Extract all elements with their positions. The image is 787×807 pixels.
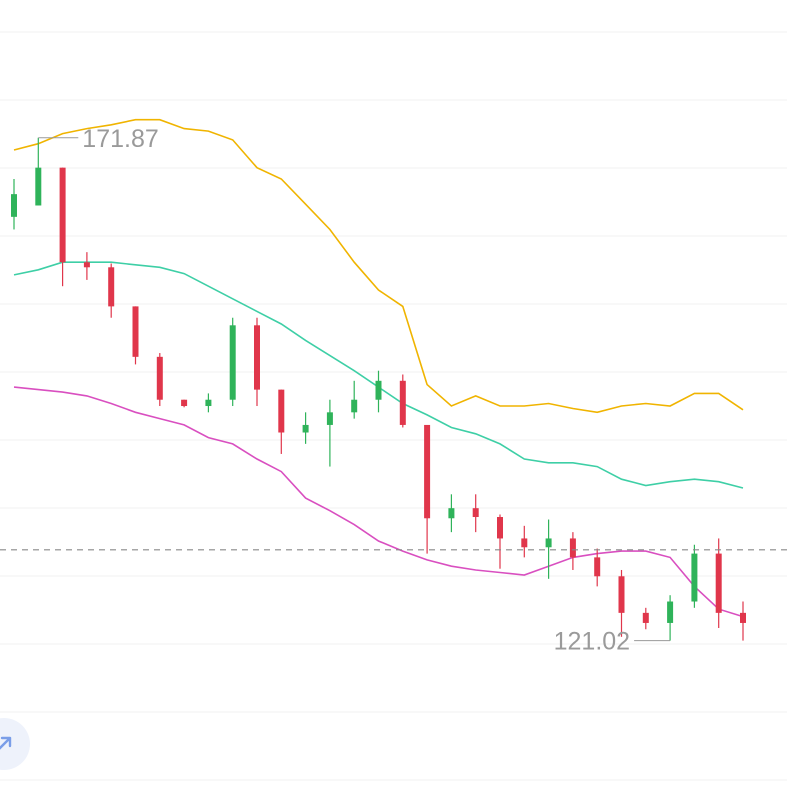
- candle-body: [667, 601, 674, 623]
- candle-body: [156, 356, 163, 400]
- candle-body: [35, 167, 42, 206]
- candle: [642, 607, 649, 630]
- candles: [11, 137, 746, 641]
- candle: [181, 399, 188, 408]
- candle: [715, 538, 722, 628]
- candle: [278, 389, 285, 454]
- candle: [594, 548, 601, 587]
- candle-body: [205, 399, 212, 407]
- candle: [667, 595, 674, 641]
- candle-body: [254, 325, 260, 390]
- arrow-up-right-icon: [0, 736, 12, 750]
- candle-body: [642, 612, 649, 623]
- candle: [424, 424, 431, 554]
- candle-body: [618, 576, 625, 613]
- candle: [448, 494, 455, 533]
- candle: [351, 380, 358, 419]
- candle: [326, 399, 333, 467]
- candle: [472, 494, 479, 533]
- candle-body: [302, 424, 309, 433]
- candle: [375, 370, 382, 413]
- candle-body: [351, 399, 358, 413]
- upper-bollinger-band: [13, 118, 744, 414]
- candle: [205, 393, 212, 413]
- low-price-label: 121.02: [554, 628, 630, 656]
- candle-body: [399, 380, 406, 425]
- candle-body: [472, 508, 479, 518]
- candle-body: [375, 380, 382, 400]
- candle-body: [691, 553, 698, 602]
- candle: [11, 179, 17, 230]
- candle-body: [83, 262, 90, 268]
- candle: [545, 519, 552, 579]
- candle: [156, 353, 163, 407]
- candle: [302, 412, 309, 444]
- candle: [521, 525, 528, 558]
- candle: [59, 167, 66, 287]
- candle-body: [594, 557, 601, 577]
- candle: [569, 532, 576, 570]
- candle-body: [424, 424, 431, 519]
- candle-body: [715, 553, 722, 613]
- candle-body: [181, 399, 188, 407]
- candle: [618, 569, 625, 637]
- candle-body: [497, 517, 503, 539]
- candle: [83, 252, 90, 280]
- candle: [740, 601, 746, 641]
- candle-body: [521, 538, 528, 548]
- candle-body: [448, 508, 455, 519]
- candle-body: [740, 612, 746, 623]
- candle: [35, 137, 42, 206]
- candle-body: [278, 389, 285, 433]
- lower-bollinger-band: [13, 386, 744, 618]
- candle-body: [229, 325, 236, 400]
- candle: [132, 306, 139, 365]
- candle-body: [132, 306, 139, 357]
- candle: [229, 317, 236, 407]
- candle: [254, 317, 260, 407]
- candle-body: [569, 538, 576, 558]
- navigate-button[interactable]: [0, 718, 30, 770]
- candle: [497, 514, 503, 569]
- candle-body: [545, 538, 552, 548]
- candle-body: [59, 167, 66, 263]
- candle-body: [108, 267, 115, 307]
- candle-body: [11, 194, 17, 217]
- chart-grid: [0, 31, 787, 781]
- high-price-label: 171.87: [82, 125, 158, 153]
- candle-body: [326, 412, 333, 425]
- candle: [399, 374, 406, 428]
- candle: [108, 263, 115, 318]
- candle: [691, 544, 698, 608]
